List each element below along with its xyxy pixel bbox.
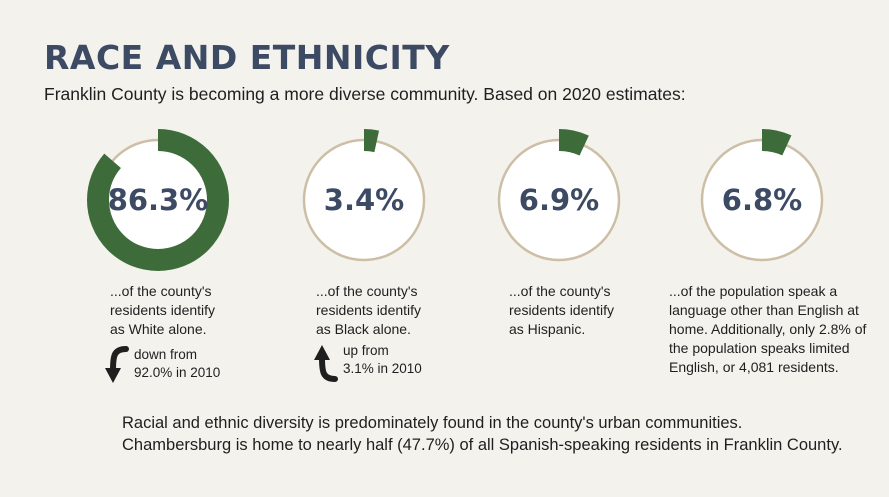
desc-line: ...of the county's [316, 283, 418, 299]
stat-language: 6.8% [687, 125, 887, 275]
page-title: RACE AND ETHNICITY [44, 38, 450, 77]
desc-line: ...of the county's [509, 283, 611, 299]
donut-ring: 3.4% [289, 125, 439, 275]
desc-line: ...of the population speak a [669, 283, 838, 299]
stat-white: 86.3% [83, 125, 283, 275]
stat-percentage: 86.3% [107, 183, 209, 217]
donut-ring: 86.3% [83, 125, 233, 275]
trend-line: down from [134, 347, 198, 362]
donut-svg [87, 129, 229, 271]
donut-ring: 6.9% [484, 125, 634, 275]
trend-line: 92.0% in 2010 [134, 365, 221, 380]
ring-value-arc [691, 129, 833, 271]
trend-text: up from 3.1% in 2010 [343, 342, 422, 378]
desc-line: the population speaks limited [669, 340, 850, 356]
trend-line: 3.1% in 2010 [343, 361, 422, 376]
stat-hispanic: 6.9% [484, 125, 684, 275]
desc-line: residents identify [316, 302, 422, 318]
trend-line: up from [343, 343, 389, 358]
desc-line: as Hispanic. [509, 321, 586, 337]
stat-description: ...of the county's residents identify as… [316, 282, 421, 339]
desc-line: as White alone. [110, 321, 207, 337]
donut-svg [691, 129, 833, 271]
stat-percentage: 3.4% [323, 183, 405, 217]
stat-description: ...of the county's residents identify as… [110, 282, 215, 339]
stat-description: ...of the county's residents identify as… [509, 282, 614, 339]
desc-line: as Black alone. [316, 321, 411, 337]
donut-ring: 6.8% [687, 125, 837, 275]
donut-svg [293, 129, 435, 271]
arrow-down-icon [105, 346, 129, 383]
page-subtitle: Franklin County is becoming a more diver… [44, 84, 686, 104]
stat-percentage: 6.8% [721, 183, 803, 217]
arrow-up-icon [314, 345, 338, 382]
desc-line: residents identify [509, 302, 615, 318]
trend-indicator: up from 3.1% in 2010 [313, 342, 422, 382]
ring-value-arc [87, 129, 229, 271]
trend-indicator: down from 92.0% in 2010 [104, 346, 220, 386]
footer-line: Chambersburg is home to nearly half (47.… [122, 436, 843, 454]
footer-line: Racial and ethnic diversity is predomina… [122, 414, 743, 432]
ring-value-arc [488, 129, 630, 271]
desc-line: language other than English at [669, 302, 859, 318]
stat-percentage: 6.9% [518, 183, 600, 217]
donut-svg [488, 129, 630, 271]
ring-value-arc [293, 129, 435, 271]
desc-line: ...of the county's [110, 283, 212, 299]
stat-black: 3.4% [289, 125, 489, 275]
footer-note: Racial and ethnic diversity is predomina… [122, 412, 843, 456]
desc-line: residents identify [110, 302, 216, 318]
stat-description: ...of the population speak a language ot… [669, 282, 866, 377]
desc-line: English, or 4,081 residents. [669, 359, 839, 375]
desc-line: home. Additionally, only 2.8% of [669, 321, 867, 337]
trend-text: down from 92.0% in 2010 [134, 346, 220, 382]
